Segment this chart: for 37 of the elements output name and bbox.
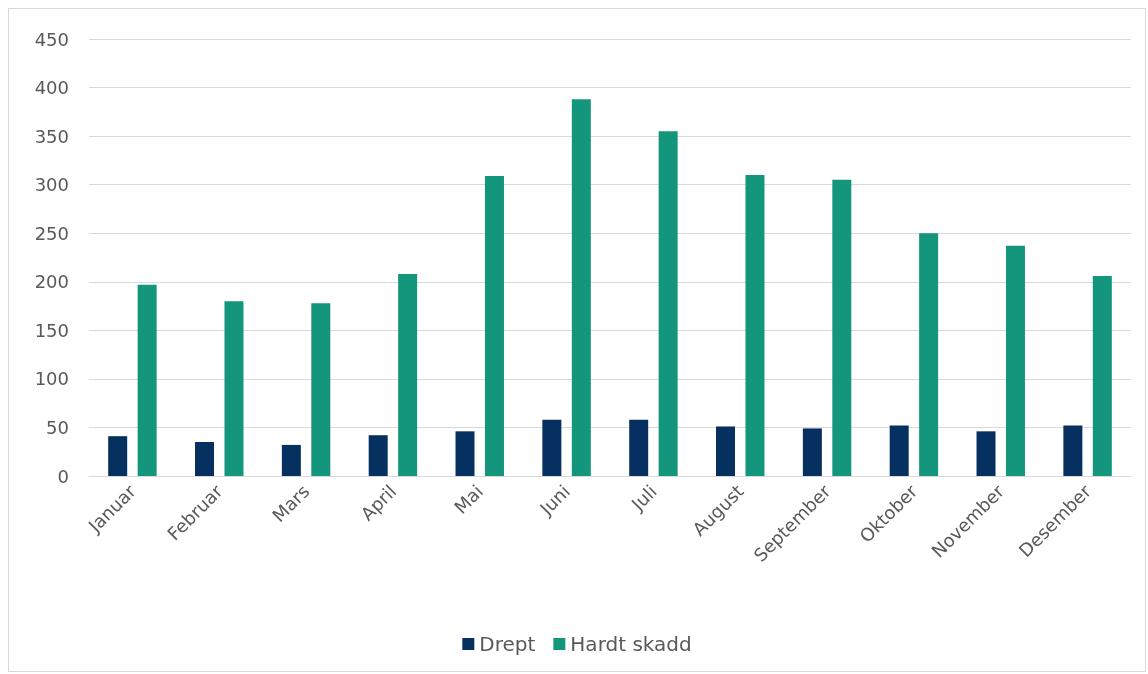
bar [1005,245,1025,476]
bar [1092,275,1112,476]
y-tick-label: 0 [57,465,69,487]
bar [398,274,418,476]
y-tick-label: 400 [34,77,69,99]
y-tick-label: 350 [34,125,69,147]
bar [629,419,649,476]
bar [1063,425,1083,476]
x-tick-label: Mai [450,480,488,518]
bar [281,444,301,476]
bar [919,233,939,476]
bar [542,419,562,476]
y-tick-label: 300 [34,174,69,196]
bar [224,301,244,476]
bar [195,442,215,476]
bar [571,99,591,476]
bar [889,425,909,476]
bar [658,131,678,476]
y-tick-label: 50 [46,416,69,438]
bar [832,179,852,476]
bar [368,435,388,476]
bar [311,303,331,476]
y-tick-label: 150 [34,319,69,341]
y-tick-label: 200 [34,271,69,293]
bar [108,436,128,476]
bar [802,428,822,476]
bar [745,174,765,476]
bar [976,431,996,476]
bar [455,431,475,476]
legend-label: Drept [479,632,536,656]
legend-label: Hardt skadd [570,632,692,656]
bar [137,284,157,476]
y-tick-label: 100 [34,368,69,390]
y-tick-label: 250 [34,222,69,244]
bar [484,175,504,476]
y-tick-label: 450 [34,28,69,50]
bar [716,426,736,476]
